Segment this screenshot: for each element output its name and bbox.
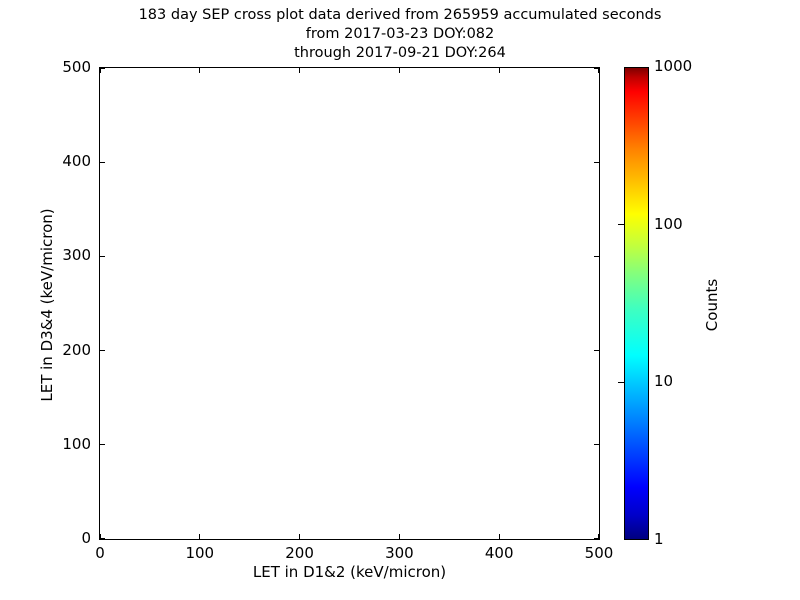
plot-title: 183 day SEP cross plot data derived from… xyxy=(0,6,800,63)
x-axis-label: LET in D1&2 (keV/micron) xyxy=(252,563,447,581)
y-tick-right-100 xyxy=(594,444,600,446)
y-tick-0 xyxy=(99,538,105,540)
y-tick-label-400: 400 xyxy=(62,152,91,171)
x-tick-top-300 xyxy=(398,67,400,73)
x-tick-top-500 xyxy=(598,67,600,73)
x-tick-label-300: 300 xyxy=(385,544,414,562)
x-tick-label-0: 0 xyxy=(95,544,105,562)
y-tick-right-0 xyxy=(594,538,600,540)
colorbar-label: Counts xyxy=(703,278,721,332)
y-tick-label-500: 500 xyxy=(62,58,91,76)
colorbar-tick-label-10: 10 xyxy=(654,372,674,391)
y-tick-label-300: 300 xyxy=(62,246,91,265)
colorbar-tick-10 xyxy=(618,381,624,383)
x-tick-400 xyxy=(498,534,500,540)
y-tick-right-500 xyxy=(594,67,600,69)
x-tick-top-400 xyxy=(498,67,500,73)
plot-title-line-2: from 2017-03-23 DOY:082 xyxy=(305,26,495,42)
x-tick-label-100: 100 xyxy=(185,544,215,562)
colorbar xyxy=(624,67,649,540)
y-tick-label-200: 200 xyxy=(62,340,91,359)
x-tick-label-400: 400 xyxy=(484,544,514,562)
x-tick-label-200: 200 xyxy=(285,544,314,562)
x-tick-top-200 xyxy=(299,67,301,73)
y-tick-right-400 xyxy=(594,161,600,163)
colorbar-tick-100 xyxy=(618,224,624,226)
y-tick-300 xyxy=(99,255,105,257)
x-tick-500 xyxy=(598,534,600,540)
x-tick-top-0 xyxy=(99,67,101,73)
x-tick-top-100 xyxy=(199,67,201,73)
y-tick-200 xyxy=(99,350,105,352)
y-tick-right-300 xyxy=(594,255,600,257)
y-tick-label-0: 0 xyxy=(81,529,91,547)
y-tick-label-100: 100 xyxy=(62,434,91,453)
y-tick-right-200 xyxy=(594,350,600,352)
plot-title-line-1: 183 day SEP cross plot data derived from… xyxy=(138,7,662,23)
axes-frame xyxy=(99,67,600,540)
colorbar-tick-label-100: 100 xyxy=(654,214,683,233)
plot-title-line-3: through 2017-09-21 DOY:264 xyxy=(294,45,506,61)
x-tick-200 xyxy=(299,534,301,540)
x-tick-100 xyxy=(199,534,201,540)
x-tick-0 xyxy=(99,534,101,540)
colorbar-tick-label-1: 1 xyxy=(654,530,664,548)
y-tick-100 xyxy=(99,444,105,446)
y-tick-500 xyxy=(99,67,105,69)
y-axis-label: LET in D3&4 (keV/micron) xyxy=(38,208,56,402)
y-tick-400 xyxy=(99,161,105,163)
x-tick-label-500: 500 xyxy=(584,544,614,562)
colorbar-tick-label-1000: 1000 xyxy=(654,57,693,75)
x-tick-300 xyxy=(398,534,400,540)
